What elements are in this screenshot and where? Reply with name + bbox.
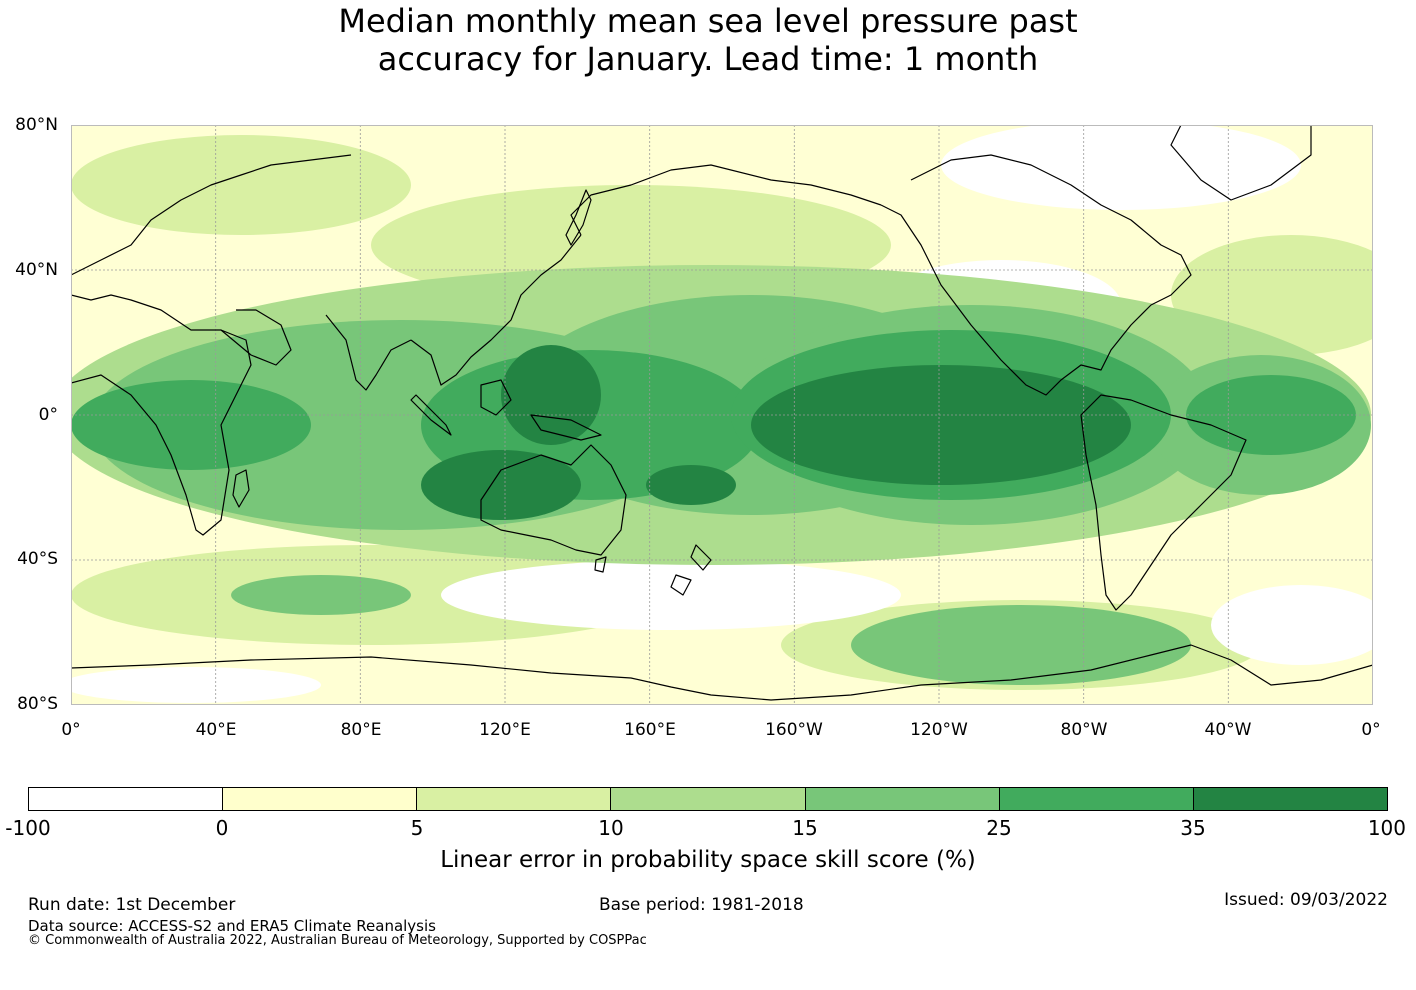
colorbar-bin-15-25 xyxy=(805,788,1000,810)
colorbar-tick-35: 35 xyxy=(1180,816,1206,840)
coastlines xyxy=(71,125,1373,701)
colorbar-tick-10: 10 xyxy=(598,816,624,840)
lat-label-40n: 40°N xyxy=(15,260,58,280)
africa-coastline xyxy=(71,294,252,536)
borneo-coastline xyxy=(480,379,512,416)
india-coastline xyxy=(325,314,412,391)
lon-label-40w: 40°W xyxy=(1204,720,1252,740)
japan-coastline xyxy=(565,189,592,246)
antarctica-coastline xyxy=(71,644,1373,701)
colorbar-tick-5: 5 xyxy=(410,816,424,840)
colorbar-bin-10-15 xyxy=(611,788,806,810)
lon-label-120e: 120°E xyxy=(479,720,531,740)
lon-label-80e: 80°E xyxy=(340,720,382,740)
se-asia-coastline xyxy=(410,234,582,386)
data-source: Data source: ACCESS-S2 and ERA5 Climate … xyxy=(28,917,436,935)
lat-label-40s: 40°S xyxy=(17,549,58,569)
greenland-coastline xyxy=(1170,125,1312,201)
arabia-coastline xyxy=(220,309,292,366)
colorbar-bin-5-10 xyxy=(417,788,612,810)
colorbar xyxy=(28,787,1388,811)
lon-label-0: 0° xyxy=(61,720,81,740)
colorbar-bin-neg100-0 xyxy=(29,788,224,810)
graticule xyxy=(71,125,1373,705)
chart-title: Median monthly mean sea level pressure p… xyxy=(0,2,1416,78)
colorbar-bin-25-35 xyxy=(999,788,1194,810)
east-asia-coastline xyxy=(570,164,882,236)
copyright: © Commonwealth of Australia 2022, Austra… xyxy=(28,933,647,948)
lon-label-80w: 80°W xyxy=(1060,720,1108,740)
colorbar-bin-35-100 xyxy=(1193,788,1387,810)
australia-coastline xyxy=(480,444,627,556)
skill-score-map xyxy=(71,125,1373,705)
title-line-2: accuracy for January. Lead time: 1 month xyxy=(377,40,1039,78)
tasmania-coastline xyxy=(594,556,607,573)
colorbar-tick-25: 25 xyxy=(986,816,1012,840)
colorbar-tick-neg100: -100 xyxy=(5,816,51,840)
skill-field xyxy=(71,125,1373,705)
lat-label-0: 0° xyxy=(38,405,58,425)
new-guinea-coastline xyxy=(530,414,602,441)
lon-label-40e: 40°E xyxy=(195,720,237,740)
colorbar-tick-0: 0 xyxy=(215,816,229,840)
lon-label-160w: 160°W xyxy=(765,720,823,740)
run-date: Run date: 1st December xyxy=(28,895,236,915)
colorbar-title: Linear error in probability space skill … xyxy=(440,847,976,873)
south-america-coastline xyxy=(1080,394,1247,611)
lon-label-120w: 120°W xyxy=(910,720,968,740)
lat-label-80n: 80°N xyxy=(15,115,58,135)
base-period: Base period: 1981-2018 xyxy=(599,895,804,915)
title-line-1: Median monthly mean sea level pressure p… xyxy=(338,2,1078,40)
sumatra-coastline xyxy=(410,394,452,436)
colorbar-tick-100: 100 xyxy=(1367,816,1406,840)
europe-coastline xyxy=(71,154,352,276)
lat-label-80s: 80°S xyxy=(17,694,58,714)
new-zealand-coastline xyxy=(670,544,712,596)
lon-label-0-east: 0° xyxy=(1361,720,1381,740)
map-frame xyxy=(71,125,1373,705)
issued-date: Issued: 09/03/2022 xyxy=(1224,890,1388,910)
colorbar-bin-0-5 xyxy=(223,788,418,810)
colorbar-tick-15: 15 xyxy=(792,816,818,840)
lon-label-160e: 160°E xyxy=(624,720,676,740)
north-america-coastline xyxy=(880,154,1192,396)
madagascar-coastline xyxy=(232,469,250,508)
